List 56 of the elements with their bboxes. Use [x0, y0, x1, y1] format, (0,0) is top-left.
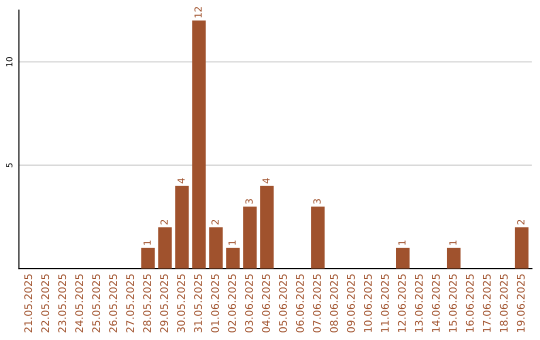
- data-label: 2: [211, 220, 219, 224]
- x-tick-label: 08.06.2025: [330, 274, 338, 332]
- x-tick-label: 21.05.2025: [24, 274, 32, 332]
- bar: [175, 186, 189, 269]
- bar: [158, 227, 172, 269]
- bar: [209, 227, 223, 269]
- data-label: 3: [245, 199, 253, 204]
- data-label: 2: [517, 220, 524, 224]
- x-tick-label: 19.06.2025: [516, 274, 525, 332]
- bar: [514, 227, 529, 269]
- x-tick-label: 18.06.2025: [500, 274, 508, 332]
- bar: [446, 248, 461, 269]
- data-label: 12: [194, 7, 202, 18]
- x-tick-label: 28.05.2025: [143, 274, 152, 332]
- x-tick-label: 30.05.2025: [177, 274, 185, 332]
- data-label: 1: [228, 240, 236, 245]
- bar: [226, 248, 240, 269]
- x-tick-label: 06.06.2025: [296, 274, 304, 332]
- x-tick-label: 15.06.2025: [448, 274, 457, 332]
- data-label: 4: [262, 178, 270, 184]
- data-label: 2: [160, 220, 168, 224]
- bar: [396, 248, 410, 269]
- x-tick-label: 12.06.2025: [398, 274, 406, 332]
- x-tick-label: 23.05.2025: [58, 274, 66, 332]
- bar: [243, 206, 257, 269]
- data-label: 4: [178, 178, 185, 184]
- data-label: 1: [449, 240, 456, 245]
- data-label: 3: [313, 199, 321, 204]
- x-tick-label: 11.06.2025: [380, 274, 389, 332]
- x-tick-label: 17.06.2025: [482, 274, 491, 332]
- y-tick-label: 10: [6, 57, 12, 66]
- bar: [141, 248, 155, 269]
- x-tick-label: 27.05.2025: [126, 274, 134, 332]
- y-tick-label: 5: [6, 163, 12, 168]
- x-tick-label: 02.06.2025: [228, 274, 236, 332]
- data-label: 1: [144, 240, 151, 245]
- x-tick-label: 13.06.2025: [414, 274, 423, 332]
- x-tick-label: 05.06.2025: [279, 274, 287, 332]
- bar: [192, 20, 206, 269]
- bar: [260, 186, 274, 269]
- x-tick-label: 10.06.2025: [364, 274, 372, 332]
- x-tick-label: 26.05.2025: [109, 274, 118, 332]
- data-label: 1: [398, 240, 406, 245]
- x-tick-label: 04.06.2025: [262, 274, 270, 332]
- x-tick-label: 22.05.2025: [41, 274, 50, 332]
- x-tick-label: 29.05.2025: [160, 274, 168, 332]
- x-tick-label: 01.06.2025: [211, 274, 219, 332]
- x-tick-label: 24.05.2025: [75, 274, 84, 332]
- x-tick-label: 14.06.2025: [432, 274, 440, 332]
- x-tick-label: 07.06.2025: [313, 274, 321, 332]
- x-tick-label: 16.06.2025: [466, 274, 474, 332]
- x-tick-label: 25.05.2025: [92, 274, 100, 332]
- bar: [311, 206, 325, 269]
- x-tick-label: 31.05.2025: [194, 274, 202, 332]
- x-tick-label: 03.06.2025: [245, 274, 253, 332]
- x-tick-label: 09.06.2025: [346, 274, 355, 332]
